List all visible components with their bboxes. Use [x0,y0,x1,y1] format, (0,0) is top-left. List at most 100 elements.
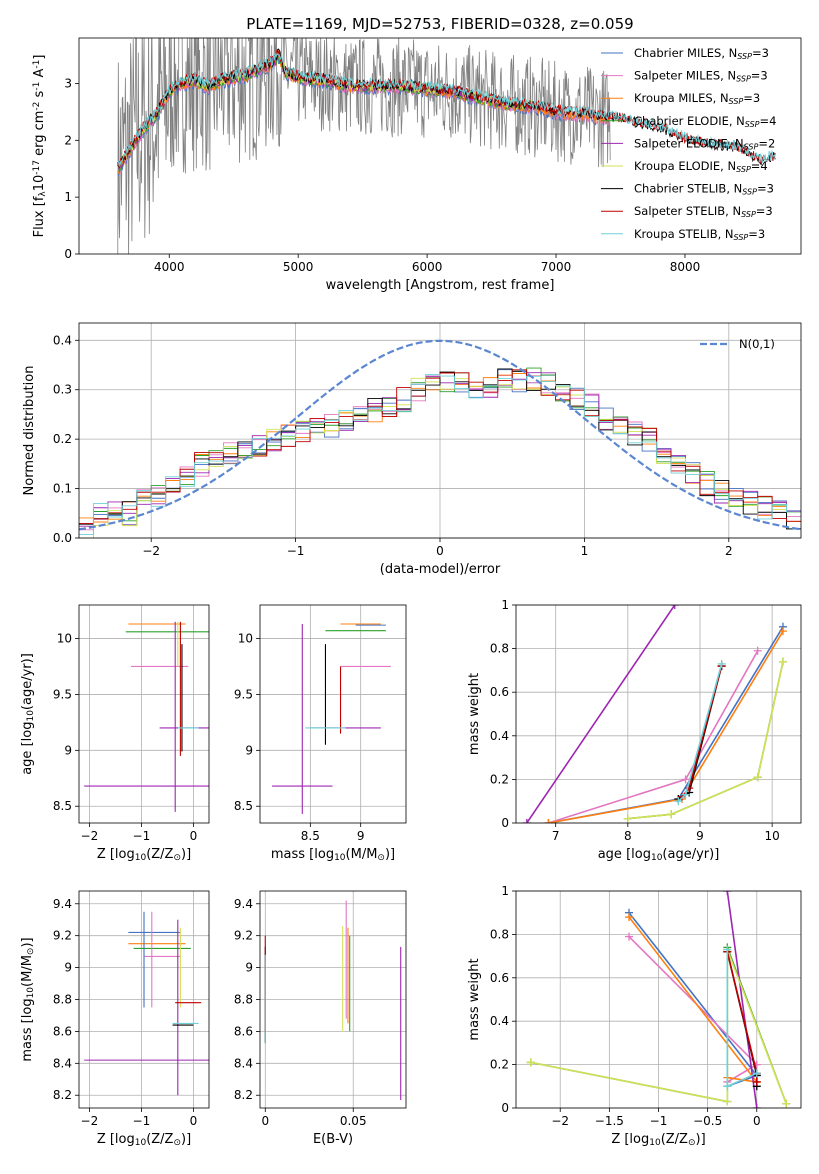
y-tick-label: 0 [501,1101,509,1115]
y-tick-label: 2 [64,133,72,147]
x-tick-label: 1 [581,544,589,558]
plot-area-massweight-Z [526,891,791,1108]
y-tick-label: 0.4 [490,729,509,743]
legend-entry: Chabrier MILES, NSSP=3 [634,46,769,61]
panel-age-mass: 8.5 9 8.5 9 9.5 10 mass [log10(M/M⊙)] [234,604,407,863]
data-spectrum [117,38,611,254]
x-axis-label: (data-model)/error [380,562,501,577]
weight-marker [723,1097,732,1106]
x-axis-label: E(B-V) [313,1132,353,1147]
legend-entry: Salpeter ELODIE, NSSP=2 [634,136,775,151]
y-tick-label: 9 [245,961,253,975]
y-tick-label: 0.2 [490,1058,509,1072]
weight-line-kroupa-miles [548,630,784,823]
x-tick-label: −1 [133,829,151,843]
y-tick-label: 8.8 [234,993,253,1007]
plot-area-mass-ebv [264,900,402,1101]
y-tick-label: 0.2 [53,432,72,446]
plot-area-spectrum [117,38,776,254]
x-tick-label: 0 [261,1114,269,1128]
y-tick-label: 1 [501,598,509,612]
y-tick-label: 10 [57,632,72,646]
y-tick-label: 8.2 [234,1088,253,1102]
x-tick-label: 0 [190,829,198,843]
y-tick-label: 9 [64,743,72,757]
panel-massweight-age: 7 8 9 10 0 0.2 0.4 0.6 0.8 1 age [log10(age/yr)] ma… [467,598,802,863]
grid-age-mass [260,605,406,823]
x-tick-label: 9 [696,829,704,843]
x-tick-label: −2 [142,544,160,558]
legend-entry: Chabrier ELODIE, NSSP=4 [634,114,776,129]
y-tick-label: 0 [64,247,72,261]
y-tick-label: 0.8 [490,642,509,656]
x-tick-label: −1 [650,1114,668,1128]
y-tick-label: 9.5 [53,687,72,701]
axes-frame [259,890,407,1109]
weight-marker [522,819,531,823]
y-tick-label: 1 [64,190,72,204]
weight-marker [681,775,690,784]
y-tick-label: 9.4 [234,897,253,911]
chart-title: PLATE=1169, MJD=52753, FIBERID=0328, z=0… [246,15,633,33]
weight-marker [753,646,762,655]
y-tick-label: 9.4 [53,897,72,911]
y-tick-label: 9.2 [53,929,72,943]
x-tick-label: −2 [81,829,99,843]
axes-frame [259,604,407,824]
x-tick-label: 9 [357,829,365,843]
weight-line-kroupa-miles [628,916,759,1084]
y-tick-label: 0.6 [490,685,509,699]
y-tick-label: 8.5 [53,799,72,813]
y-tick-label: 8.6 [234,1024,253,1038]
y-axis-label: mass weight [467,958,482,1040]
histogram-kroupa-stelib [79,374,801,535]
x-axis-label: wavelength [Angstrom, rest frame] [326,278,555,293]
x-tick-label: 7000 [541,260,572,274]
weight-marker [752,1104,761,1108]
gaussian-curve [79,339,801,531]
model-line-kroupa-elodie [117,49,532,168]
x-tick-label: −2 [551,1114,569,1128]
legend-entry: Kroupa STELIB, NSSP=3 [634,227,765,242]
y-tick-label: 3 [64,76,72,90]
y-tick-label: 0.0 [53,531,72,545]
axes-frame [78,890,210,1109]
y-tick-label: 8.4 [53,1056,72,1070]
weight-marker [674,797,683,806]
weight-marker [752,1069,761,1078]
weight-marker [782,1099,791,1108]
x-axis-label: Z [log10(Z/Z⊙)] [611,1132,705,1148]
y-tick-label: 8.5 [234,799,253,813]
x-tick-label: 0 [753,1114,761,1128]
panel-mass-Z: −2 −1 0 8.2 8.4 8.6 8.8 9 9.2 9.4 Z [log10(Z/Z⊙)] m… [20,890,210,1148]
weight-line-salpeter-elodie [726,891,758,1108]
weight-marker [526,1058,535,1067]
weight-marker [778,627,787,636]
axes-frame [515,604,802,824]
panel-residuals: −2 −1 0 1 2 0.0 0.1 0.2 0.3 0.4 (data-model)/error… [22,322,802,577]
y-tick-label: 0.3 [53,383,72,397]
y-tick-label: 0 [501,816,509,830]
x-tick-label: 0.05 [340,1114,367,1128]
x-axis-label: Z [log10(Z/Z⊙)] [97,847,191,863]
y-tick-label: 0.2 [490,772,509,786]
weight-line-chabrier-miles [548,626,784,823]
grid-age-Z [79,605,209,823]
y-tick-label: 0.6 [490,971,509,985]
x-tick-label: 0 [190,1114,198,1128]
weight-line-salpeter-miles [548,650,759,823]
axes-frame [78,604,210,824]
legend-entry: Salpeter MILES, NSSP=3 [634,69,768,84]
x-tick-label: 8.5 [301,829,320,843]
y-tick-label: 8.6 [53,1024,72,1038]
axes-frame [78,37,802,255]
model-line-kroupa-stelib [117,51,776,167]
y-axis-label: Normed distribution [22,366,37,496]
plot-area-mass-Z [84,911,209,1096]
weight-marker [667,810,676,819]
x-tick-label: −1.5 [595,1114,624,1128]
weight-marker [753,773,762,782]
weight-line-salpeter-miles [628,936,759,1083]
legend: Chabrier MILES, NSSP=3 Salpeter MILES, NS… [601,46,776,242]
weight-marker [623,814,632,823]
